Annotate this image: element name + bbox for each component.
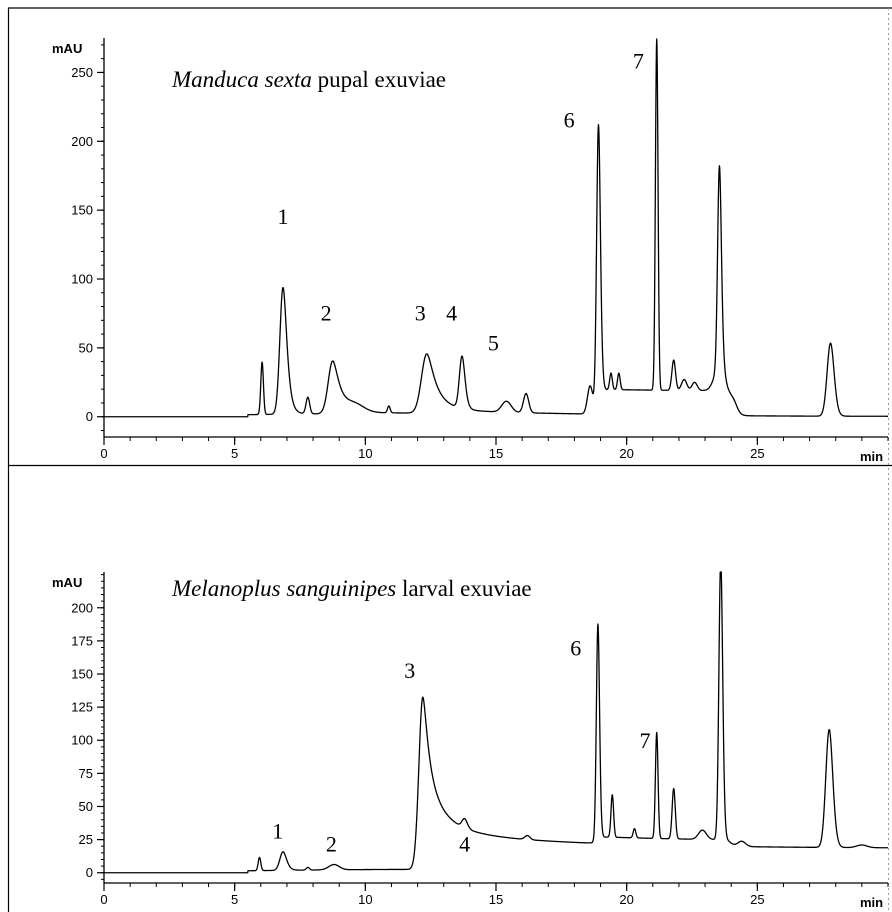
- y-tick-label: 0: [86, 865, 93, 880]
- peak-label: 2: [326, 832, 337, 857]
- chromatogram-trace: [103, 571, 889, 874]
- title-description: pupal exuviae: [312, 67, 446, 92]
- y-tick-label: 175: [71, 633, 93, 648]
- title-species: Melanoplus sanguinipes: [171, 576, 396, 601]
- x-tick-label: 20: [619, 892, 633, 907]
- x-tick-label: 0: [100, 446, 107, 461]
- x-tick-label: 10: [358, 892, 372, 907]
- x-axis-label: min: [860, 895, 883, 910]
- x-tick-label: 25: [750, 892, 764, 907]
- chart-title: Melanoplus sanguinipes larval exuviae: [171, 576, 532, 601]
- peak-label: 1: [272, 818, 283, 843]
- chromatogram-trace: [103, 38, 889, 418]
- x-tick-label: 5: [231, 446, 238, 461]
- x-tick-label: 20: [619, 446, 633, 461]
- peak-label: 1: [278, 204, 289, 229]
- peak-label: 6: [564, 108, 575, 133]
- x-tick-label: 15: [489, 446, 503, 461]
- y-tick-label: 25: [79, 832, 93, 847]
- x-axis-label: min: [860, 449, 883, 464]
- x-tick-label: 5: [231, 892, 238, 907]
- peak-label: 3: [415, 300, 426, 325]
- peak-label: 7: [633, 48, 644, 73]
- y-tick-label: 75: [79, 766, 93, 781]
- peak-label: 7: [639, 728, 650, 753]
- y-tick-label: 250: [71, 65, 93, 80]
- y-tick-label: 50: [79, 340, 93, 355]
- title-description: larval exuviae: [396, 576, 531, 601]
- x-tick-label: 0: [100, 892, 107, 907]
- y-axis-label: mAU: [52, 575, 82, 590]
- peak-label: 2: [321, 300, 332, 325]
- y-tick-label: 200: [71, 134, 93, 149]
- y-axis-label: mAU: [52, 41, 82, 56]
- title-species: Manduca sexta: [171, 67, 312, 92]
- y-tick-label: 150: [71, 203, 93, 218]
- x-tick-label: 10: [358, 446, 372, 461]
- y-tick-label: 100: [71, 272, 93, 287]
- y-tick-label: 200: [71, 600, 93, 615]
- x-tick-label: 15: [489, 892, 503, 907]
- y-tick-label: 50: [79, 799, 93, 814]
- peak-label: 4: [446, 300, 457, 325]
- peak-label: 5: [488, 331, 499, 356]
- y-tick-label: 150: [71, 667, 93, 682]
- peak-label: 4: [459, 832, 470, 857]
- y-tick-label: 125: [71, 700, 93, 715]
- chart-title: Manduca sexta pupal exuviae: [171, 67, 446, 92]
- chart-panel-2: 0 25 50 75 100 125 150 175 200 mAU 0 5 10 15 20 25 min Me…: [52, 571, 889, 910]
- peak-label: 6: [570, 635, 581, 660]
- peak-label: 3: [404, 658, 415, 683]
- y-tick-label: 100: [71, 733, 93, 748]
- x-tick-label: 25: [750, 446, 764, 461]
- y-tick-label: 0: [86, 409, 93, 424]
